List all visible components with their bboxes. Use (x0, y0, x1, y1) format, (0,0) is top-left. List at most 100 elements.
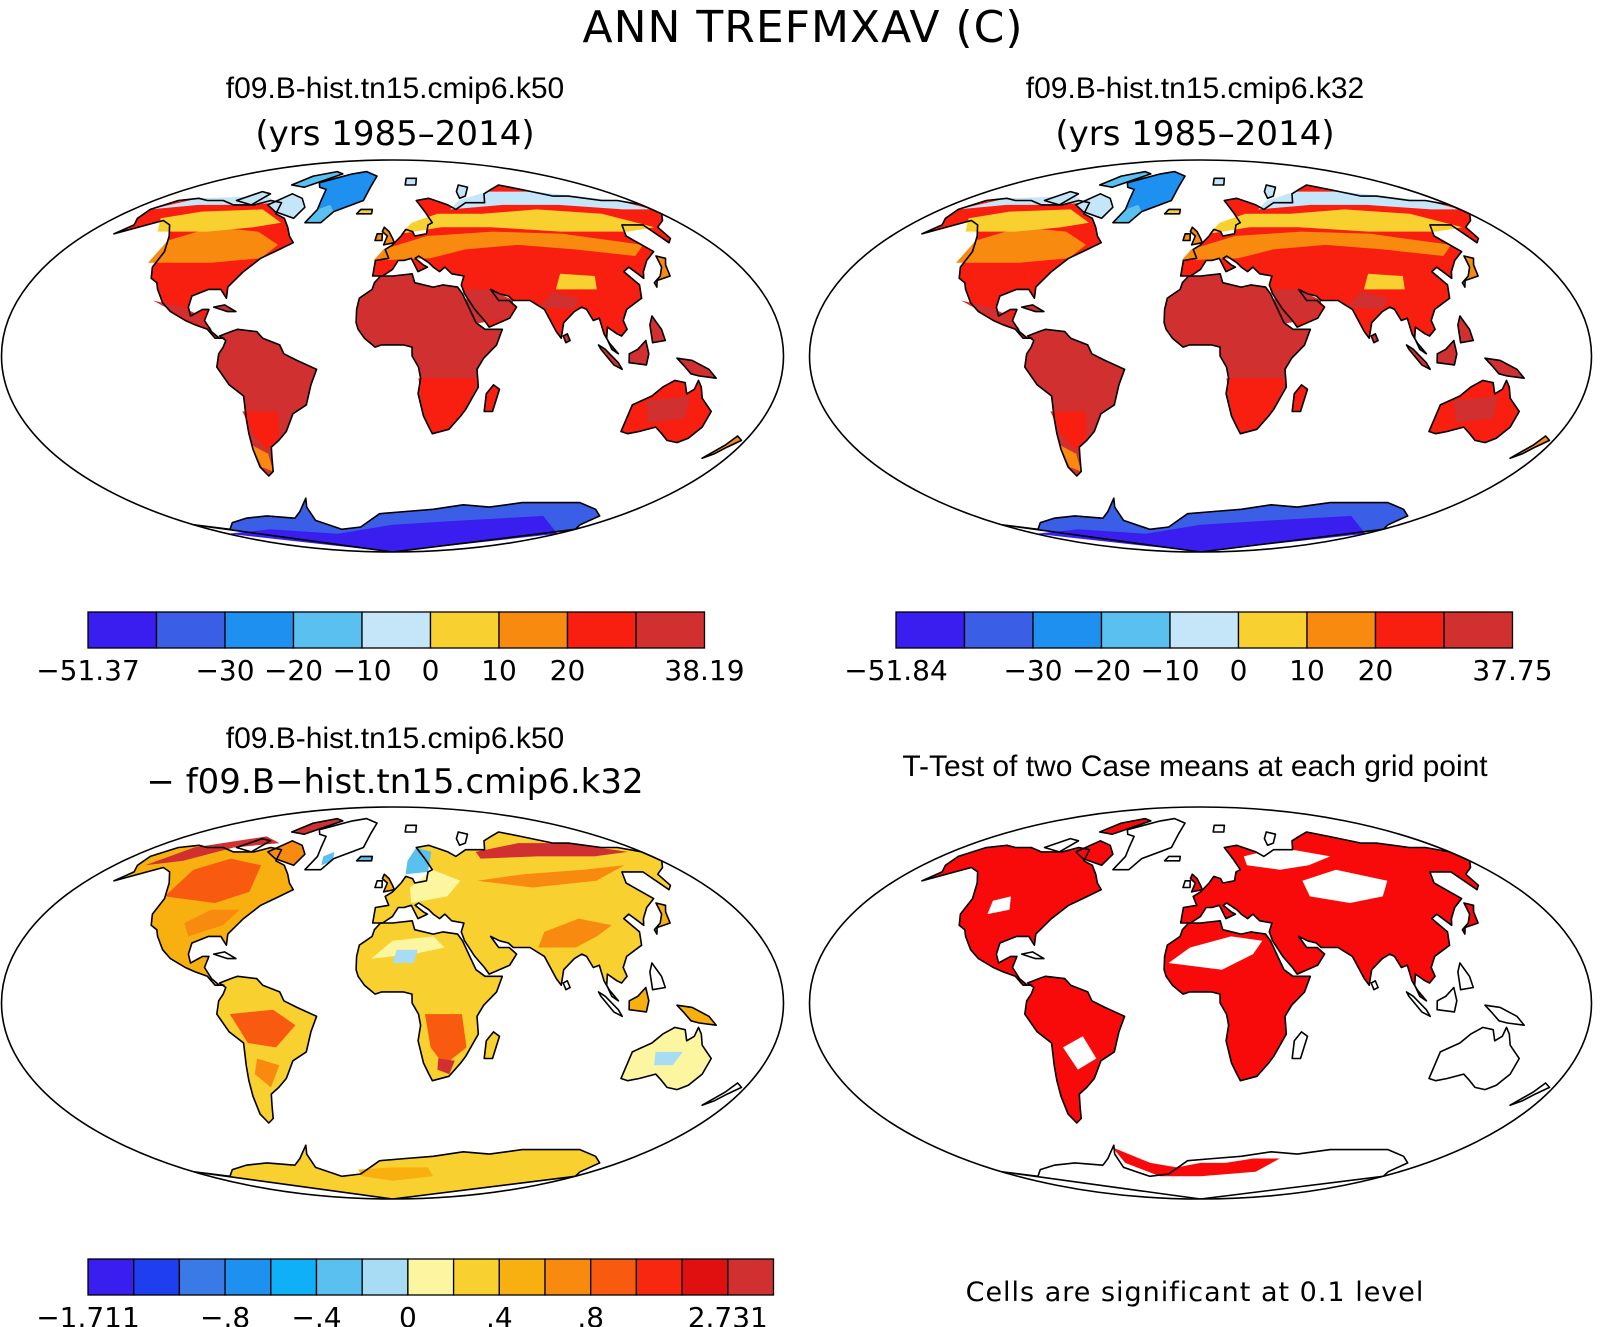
coastline-greenland (1112, 817, 1186, 871)
panel-2-colorbar: −51.84 −30 −20 −10 0 10 20 37.75 (844, 611, 1553, 687)
coastline-baffin (1075, 193, 1114, 220)
coastline-uk (1189, 873, 1204, 893)
coastline-madagascar (483, 1031, 501, 1060)
colorbar-swatch (895, 611, 966, 649)
colorbar-tick-label: 38.19 (664, 654, 744, 687)
panel-1-subtitle: (yrs 1985–2014) (255, 114, 535, 154)
color-region (373, 231, 644, 261)
coastline-africa (1163, 273, 1312, 435)
map-border (0, 806, 785, 1200)
coastline-antarctica (1001, 1144, 1409, 1199)
colorbar-tick-label: −1.711 (36, 1301, 140, 1327)
colorbar-tick-label: −.4 (291, 1301, 341, 1327)
color-region (1024, 329, 1125, 476)
coastline-iceland (1163, 208, 1182, 215)
color-region (1454, 396, 1499, 423)
coastline-south-america (1024, 328, 1126, 477)
colorbar-tick-label: −30 (1003, 654, 1062, 687)
coastline-new-guinea (676, 357, 717, 379)
coastline-australia (1428, 1026, 1520, 1091)
panel-4-title: T-Test of two Case means at each grid po… (902, 750, 1488, 783)
coastline-iceland (1163, 855, 1182, 862)
coastline-madagascar (483, 384, 501, 413)
color-region (1292, 384, 1308, 412)
coastline-greenland (304, 817, 378, 871)
coastline-novaya-zemlya (455, 184, 469, 200)
coastline-madagascar (1291, 1031, 1309, 1060)
coastline-borneo (1436, 339, 1458, 366)
color-region (254, 1058, 280, 1088)
coastline-africa (355, 273, 504, 435)
coastline-antarctica (193, 497, 601, 552)
coastline-south-america (216, 328, 318, 477)
coastline-borneo (628, 986, 650, 1013)
map-fill-layer (1, 807, 784, 1199)
colorbar-swatch (224, 1258, 272, 1296)
coastline-new-zealand (701, 435, 743, 459)
coastline-antarctica (193, 1144, 601, 1199)
color-region (437, 1058, 455, 1075)
colorbar-tick-label: 0 (422, 654, 440, 687)
coastline-japan (653, 255, 671, 288)
color-region (1347, 291, 1388, 310)
color-region (538, 918, 612, 948)
color-region (450, 191, 652, 210)
color-region (382, 874, 395, 892)
color-region (475, 843, 628, 859)
coastline-philippines (1457, 315, 1475, 344)
coastline-ireland (1182, 233, 1192, 242)
color-region (1363, 273, 1405, 290)
color-region (1485, 358, 1525, 379)
coastline-new-zealand (701, 1082, 743, 1106)
colorbar-tick-label: 37.75 (1472, 654, 1552, 687)
coastline-cuba (1020, 951, 1045, 960)
coastline-japan (1461, 902, 1479, 935)
colorbar-tick-label: 0 (399, 1301, 417, 1327)
color-region (654, 1051, 683, 1066)
color-region (216, 329, 317, 476)
coastline-eurasia (371, 831, 672, 1002)
color-region (629, 987, 649, 1012)
coastline-greenland (1112, 170, 1186, 224)
color-region (649, 316, 666, 343)
color-region (484, 384, 500, 412)
colorbar-swatch (1443, 611, 1514, 649)
coastline-new-guinea (1484, 1004, 1525, 1026)
color-region (1044, 191, 1079, 205)
coastline-australia (620, 1026, 712, 1091)
coastline-australia (1428, 379, 1520, 444)
coastline-north-america (113, 844, 294, 986)
coastline-eurasia (1179, 831, 1480, 1002)
coastline-borneo (628, 339, 650, 366)
coastline-sri-lanka (1370, 333, 1379, 344)
color-region (677, 1005, 717, 1026)
coastline-new-zealand (1509, 1082, 1551, 1106)
colorbar-swatch (635, 611, 706, 649)
coastline-eurasia (371, 184, 672, 355)
color-region (563, 333, 571, 343)
colorbar-swatch (963, 611, 1034, 649)
color-region (418, 378, 479, 434)
map-fill-layer (809, 160, 1592, 552)
color-region (1213, 178, 1225, 185)
color-region (1180, 832, 1479, 1001)
coastline-philippines (1457, 962, 1475, 991)
coastline-victoria-isl (235, 190, 272, 206)
color-region (629, 340, 649, 365)
color-region (227, 515, 558, 552)
colorbar-tick-label: −10 (1140, 654, 1199, 687)
colorbar-swatch (361, 1258, 409, 1296)
colorbar-swatch (566, 611, 637, 649)
colorbar-tick-label: 0 (1230, 654, 1248, 687)
map-border (0, 159, 785, 553)
colorbar-swatch (452, 1258, 500, 1296)
colorbar-tick-label: 2.731 (688, 1301, 768, 1327)
coastline-ellesmere (290, 817, 344, 835)
colorbar-swatch (681, 1258, 729, 1296)
coastline-sumatra (597, 344, 623, 371)
colorbar-swatch (1237, 611, 1308, 649)
colorbar-swatch (429, 611, 500, 649)
panel-1-colorbar: −51.37 −30 −20 −10 0 10 20 38.19 (36, 611, 745, 687)
coastline-ellesmere (1098, 170, 1152, 188)
colorbar-swatch (1306, 611, 1377, 649)
